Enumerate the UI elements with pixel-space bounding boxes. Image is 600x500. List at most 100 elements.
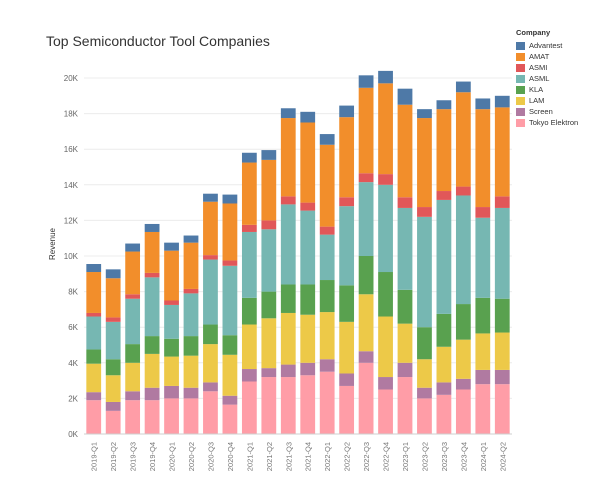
bar-segment-lam[interactable] [105, 375, 121, 402]
bar-segment-asml[interactable] [455, 195, 471, 305]
legend-item-tokyo-elektron[interactable]: Tokyo Elektron [516, 117, 578, 128]
bar-segment-asmi[interactable] [339, 197, 355, 207]
bar-segment-tokyo-elektron[interactable] [417, 398, 432, 434]
bar-segment-amat[interactable] [475, 109, 491, 208]
bar-segment-amat[interactable] [397, 104, 413, 198]
bar-segment-asmi[interactable] [183, 288, 199, 294]
bar-segment-advantest[interactable] [261, 150, 277, 160]
bar-segment-tokyo-elektron[interactable] [222, 404, 238, 434]
legend-item-kla[interactable]: KLA [516, 84, 578, 95]
bar-segment-asml[interactable] [105, 321, 121, 360]
legend-item-asmi[interactable]: ASMI [516, 62, 578, 73]
bar-segment-amat[interactable] [358, 87, 374, 174]
bar-segment-amat[interactable] [164, 250, 179, 301]
bar-segment-advantest[interactable] [86, 264, 102, 273]
bar-segment-asmi[interactable] [105, 317, 121, 322]
bar-segment-advantest[interactable] [436, 100, 452, 110]
bar-segment-asml[interactable] [222, 265, 238, 336]
bar-segment-kla[interactable] [319, 280, 335, 313]
bar-segment-lam[interactable] [475, 333, 491, 370]
bar-segment-tokyo-elektron[interactable] [358, 362, 374, 434]
bar-segment-kla[interactable] [358, 256, 374, 295]
bar-segment-advantest[interactable] [358, 75, 374, 88]
bar-segment-kla[interactable] [222, 335, 238, 355]
bar-segment-asml[interactable] [164, 304, 179, 339]
bar-segment-asmi[interactable] [455, 186, 471, 196]
bar-segment-kla[interactable] [280, 284, 296, 313]
bar-segment-lam[interactable] [125, 362, 141, 392]
bar-segment-asmi[interactable] [222, 260, 238, 266]
bar-segment-asmi[interactable] [125, 294, 141, 299]
bar-segment-asml[interactable] [86, 316, 102, 350]
bar-segment-screen[interactable] [280, 364, 296, 378]
bar-segment-asmi[interactable] [358, 173, 374, 183]
bar-segment-asmi[interactable] [475, 207, 491, 218]
bar-segment-lam[interactable] [436, 346, 452, 383]
bar-segment-kla[interactable] [183, 336, 199, 356]
bar-segment-advantest[interactable] [300, 111, 316, 123]
bar-segment-amat[interactable] [105, 278, 121, 318]
legend-item-amat[interactable]: AMAT [516, 51, 578, 62]
bar-segment-amat[interactable] [280, 118, 296, 197]
bar-segment-advantest[interactable] [280, 108, 296, 119]
bar-segment-asml[interactable] [241, 231, 257, 298]
bar-segment-advantest[interactable] [164, 242, 179, 251]
bar-segment-kla[interactable] [494, 298, 510, 333]
bar-segment-tokyo-elektron[interactable] [164, 398, 179, 434]
bar-segment-amat[interactable] [203, 201, 218, 256]
bar-segment-kla[interactable] [339, 285, 355, 322]
bar-segment-asml[interactable] [183, 293, 199, 337]
bar-segment-screen[interactable] [222, 395, 238, 405]
bar-segment-lam[interactable] [397, 323, 413, 363]
bar-segment-asml[interactable] [436, 199, 452, 314]
bar-segment-kla[interactable] [417, 327, 432, 360]
bar-segment-tokyo-elektron[interactable] [455, 389, 471, 435]
bar-segment-asmi[interactable] [86, 312, 102, 317]
bar-segment-lam[interactable] [222, 354, 238, 396]
bar-segment-screen[interactable] [475, 369, 491, 385]
bar-segment-amat[interactable] [494, 107, 510, 197]
bar-segment-amat[interactable] [300, 122, 316, 203]
bar-segment-amat[interactable] [417, 118, 432, 208]
bar-segment-asmi[interactable] [417, 207, 432, 217]
bar-segment-lam[interactable] [455, 339, 471, 379]
bar-segment-amat[interactable] [339, 117, 355, 198]
bar-segment-tokyo-elektron[interactable] [494, 384, 510, 434]
bar-segment-screen[interactable] [144, 387, 160, 401]
bar-segment-asml[interactable] [319, 234, 335, 281]
bar-segment-lam[interactable] [378, 316, 393, 378]
bar-segment-tokyo-elektron[interactable] [436, 394, 452, 434]
bar-segment-kla[interactable] [164, 338, 179, 357]
bar-segment-kla[interactable] [378, 272, 393, 317]
bar-segment-screen[interactable] [241, 369, 257, 382]
bar-segment-screen[interactable] [261, 368, 277, 378]
bar-segment-lam[interactable] [358, 294, 374, 352]
bar-segment-lam[interactable] [494, 332, 510, 370]
bar-segment-tokyo-elektron[interactable] [339, 385, 355, 434]
bar-segment-advantest[interactable] [397, 88, 413, 105]
bar-segment-amat[interactable] [436, 109, 452, 192]
bar-segment-asmi[interactable] [397, 197, 413, 208]
bar-segment-advantest[interactable] [183, 235, 199, 243]
bar-segment-tokyo-elektron[interactable] [125, 400, 141, 434]
bar-segment-asml[interactable] [397, 207, 413, 290]
bar-segment-advantest[interactable] [241, 152, 257, 163]
bar-segment-lam[interactable] [183, 355, 199, 388]
bar-segment-asml[interactable] [280, 204, 296, 285]
bar-segment-kla[interactable] [105, 359, 121, 376]
bar-segment-screen[interactable] [455, 378, 471, 390]
bar-segment-asml[interactable] [358, 182, 374, 256]
bar-segment-advantest[interactable] [455, 81, 471, 93]
bar-segment-kla[interactable] [241, 297, 257, 325]
bar-segment-asml[interactable] [203, 259, 218, 325]
bar-segment-advantest[interactable] [475, 98, 491, 110]
bar-segment-screen[interactable] [358, 351, 374, 363]
bar-segment-kla[interactable] [261, 291, 277, 319]
bar-segment-tokyo-elektron[interactable] [241, 381, 257, 434]
bar-segment-screen[interactable] [164, 385, 179, 399]
bar-segment-asml[interactable] [261, 229, 277, 292]
bar-segment-screen[interactable] [105, 401, 121, 411]
bar-segment-screen[interactable] [397, 362, 413, 378]
bar-segment-screen[interactable] [86, 392, 102, 401]
bar-segment-asml[interactable] [378, 184, 393, 273]
